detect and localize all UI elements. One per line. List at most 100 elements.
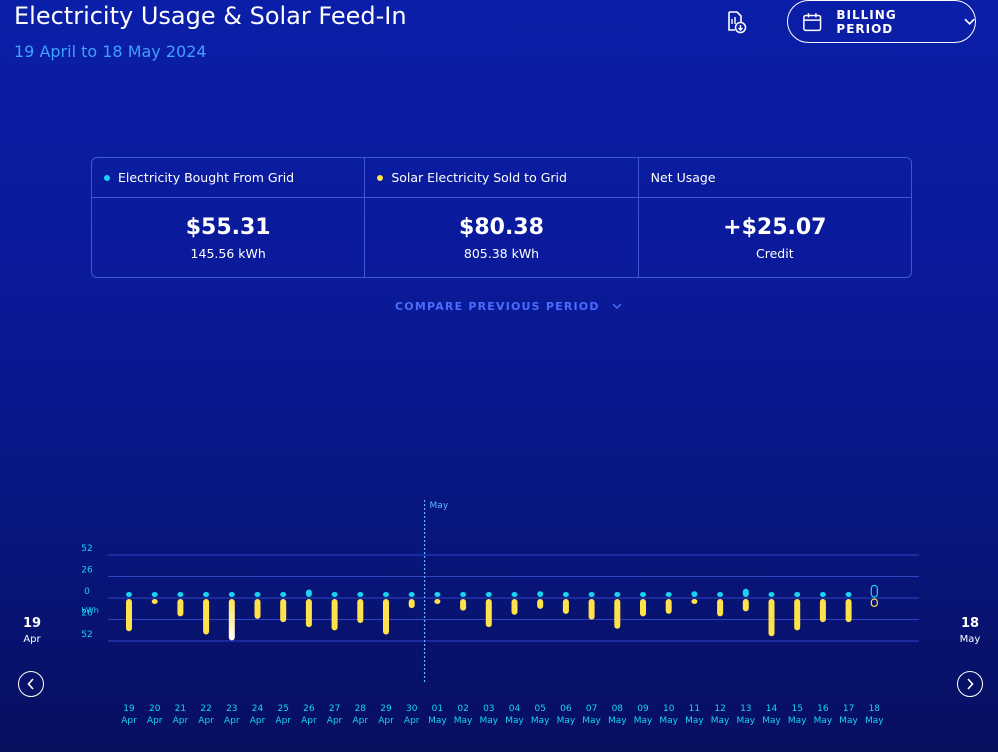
grid-bar [794, 592, 801, 597]
x-tick-month: Apr [353, 716, 369, 726]
x-tick-month: May [634, 716, 653, 726]
x-tick-month: May [839, 716, 858, 726]
grid-bar [640, 592, 646, 597]
grid-bar [768, 592, 775, 597]
grid-bar [280, 592, 287, 597]
solar-bar [126, 599, 132, 632]
calendar-icon [803, 12, 822, 31]
solar-bar [640, 599, 646, 617]
next-period-button[interactable] [957, 671, 983, 697]
chevron-down-icon [964, 18, 975, 25]
x-tick-day: 14 [766, 704, 778, 714]
grid-bar [203, 592, 210, 597]
solar-bar [717, 599, 724, 617]
grid-bought-column: Electricity Bought From Grid $55.31 145.… [92, 158, 366, 277]
x-tick-month: May [479, 716, 498, 726]
chevron-left-icon [27, 678, 34, 690]
grid-bought-amount: $55.31 [185, 214, 271, 240]
grid-bar [151, 592, 158, 597]
net-usage-amount: +$25.07 [723, 214, 827, 240]
x-tick-day: 01 [432, 704, 443, 714]
page-title: Electricity Usage & Solar Feed-In [14, 2, 407, 30]
solar-bar [511, 599, 518, 615]
chevron-down-icon [612, 303, 622, 310]
x-tick-day: 19 [123, 704, 135, 714]
x-tick-day: 16 [817, 704, 829, 714]
x-tick-day: 17 [843, 704, 854, 714]
billing-period-dropdown[interactable]: BILLING PERIOD [787, 0, 976, 43]
x-tick-month: Apr [147, 716, 163, 726]
x-tick-month: May [788, 716, 807, 726]
x-tick-day: 20 [149, 704, 161, 714]
y-tick-label: 26 [81, 609, 93, 619]
y-unit-label: kWh [81, 606, 99, 615]
compare-previous-period-toggle[interactable]: COMPARE PREVIOUS PERIOD [395, 300, 622, 313]
x-tick-month: Apr [378, 716, 394, 726]
x-tick-day: 11 [689, 704, 700, 714]
grid-bar [331, 592, 338, 597]
solar-bar [845, 599, 852, 623]
solar-bar [151, 599, 158, 604]
x-tick-month: Apr [173, 716, 189, 726]
grid-bar [434, 592, 441, 597]
solar-bar [819, 599, 826, 623]
x-tick-day: 06 [560, 704, 572, 714]
grid-bar [537, 591, 544, 597]
grid-bar [254, 592, 261, 597]
billing-date-range: 19 April to 18 May 2024 [14, 42, 207, 61]
download-report-button[interactable] [723, 9, 749, 35]
y-tick-label: 0 [84, 587, 90, 597]
x-tick-month: Apr [327, 716, 343, 726]
grid-bar [819, 592, 826, 597]
solar-bar [794, 599, 801, 631]
x-tick-month: Apr [121, 716, 137, 726]
solar-sold-kwh: 805.38 kWh [463, 245, 540, 261]
x-tick-month: May [557, 716, 576, 726]
solar-bar [562, 599, 569, 614]
x-tick-month: Apr [301, 716, 317, 726]
period-end-day: 18 [960, 616, 980, 631]
x-tick-day: 04 [509, 704, 521, 714]
x-tick-day: 02 [457, 704, 468, 714]
solar-sold-column: Solar Electricity Sold to Grid $80.38 80… [365, 158, 639, 277]
x-tick-day: 28 [355, 704, 367, 714]
solar-bar [254, 599, 261, 619]
solar-bar [537, 599, 544, 609]
solar-bar [305, 599, 312, 628]
grid-bar [717, 592, 724, 597]
grid-bar [665, 592, 672, 597]
x-tick-day: 08 [612, 704, 624, 714]
x-tick-day: 18 [869, 704, 881, 714]
grid-bar [742, 588, 749, 597]
solar-bar [614, 599, 621, 629]
grid-legend-dot [104, 174, 110, 181]
grid-bar [228, 592, 235, 597]
grid-bar [408, 592, 415, 597]
x-tick-day: 13 [740, 704, 751, 714]
chevron-right-icon [967, 678, 974, 690]
x-tick-day: 10 [663, 704, 675, 714]
solar-bar [383, 599, 389, 635]
x-tick-day: 09 [637, 704, 649, 714]
grid-bar [126, 592, 132, 597]
solar-bar [177, 599, 184, 617]
grid-bar-pending [870, 584, 878, 598]
net-usage-status: Credit [756, 245, 794, 261]
x-tick-month: Apr [404, 716, 420, 726]
month-marker-label: May [430, 501, 449, 511]
period-start-date: 19 Apr [18, 616, 46, 645]
previous-period-button[interactable] [18, 671, 44, 697]
grid-bar [562, 592, 569, 597]
x-tick-day: 15 [791, 704, 802, 714]
solar-bar [768, 599, 775, 637]
period-start-month: Apr [23, 634, 41, 645]
x-tick-month: May [685, 716, 704, 726]
x-tick-day: 25 [277, 704, 288, 714]
x-tick-month: May [531, 716, 550, 726]
period-end-month: May [959, 634, 981, 645]
period-end-date: 18 May [956, 616, 984, 645]
solar-bar [203, 599, 210, 635]
period-start-day: 19 [22, 616, 42, 631]
solar-bar [357, 599, 364, 623]
solar-bar [742, 599, 749, 612]
